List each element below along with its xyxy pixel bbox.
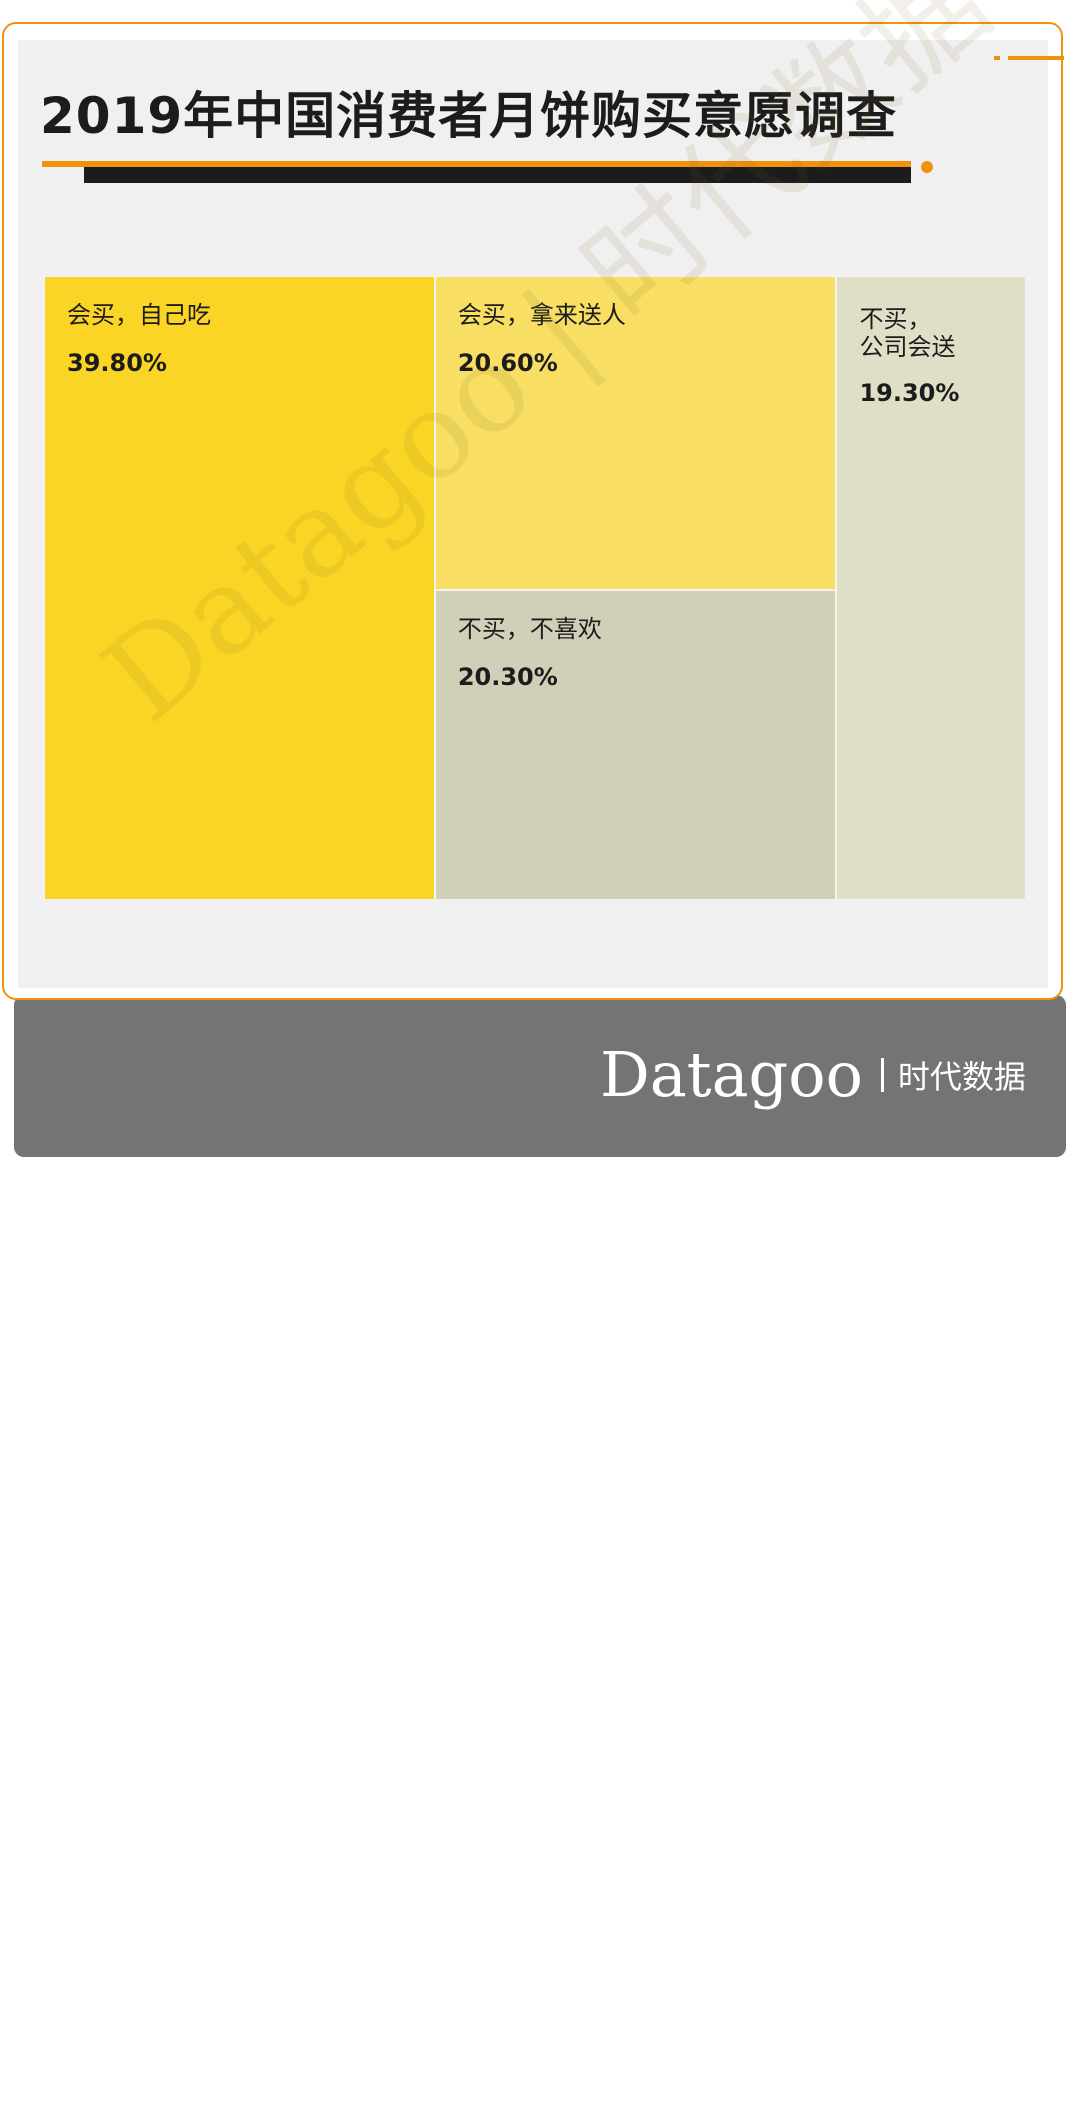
brand-divider [880,1058,884,1092]
title-underline-dot [921,161,933,173]
tile-value: 20.60% [457,349,558,377]
treemap-chart: 会买，自己吃 39.80% 会买，拿来送人 20.60% 不买，不喜欢 20.30% 不买，… [44,276,1026,900]
title-underline-dark [84,167,911,183]
treemap-tile-dislike: 不买，不喜欢 20.30% [434,590,837,900]
treemap-tile-gift: 会买，拿来送人 20.60% [434,276,837,591]
title-underline-accent [42,161,911,167]
page-title: 2019年中国消费者月饼购买意愿调查 [40,87,898,145]
source-label: 数据来源 [58,2048,135,2070]
brand-logo: Datagoo 时代数据 [600,1035,1026,1115]
treemap-tile-company-gift: 不买， 公司会送 19.30% [836,276,1026,900]
tile-label: 不买，不喜欢 [457,615,602,644]
corner-dash [994,56,1000,60]
source-text: ：时代数据、艾媒报告 [134,2048,325,2070]
tile-value: 19.30% [859,379,960,407]
tile-label: 不买， 公司会送 [859,305,956,361]
tile-value: 20.30% [457,663,558,692]
tile-value: 39.80% [67,349,167,377]
report-name: 《2019中国月饼市场与消费者行为研究报告》 [58,2076,449,2098]
treemap-tile-self-consume: 会买，自己吃 39.80% [44,276,435,900]
tile-label: 会买，拿来送人 [457,301,626,329]
footer-bar: 数据来源：时代数据、艾媒报告 《2019中国月饼市场与消费者行为研究报告》 Da… [14,995,1066,2098]
brand-cn-name: 时代数据 [897,1058,1026,1096]
brand-wordmark: Datagoo [600,1038,863,1111]
tile-label: 会买，自己吃 [67,301,211,329]
corner-line [1008,56,1064,60]
source-note: 数据来源：时代数据、艾媒报告 《2019中国月饼市场与消费者行为研究报告》 [58,2045,448,2101]
